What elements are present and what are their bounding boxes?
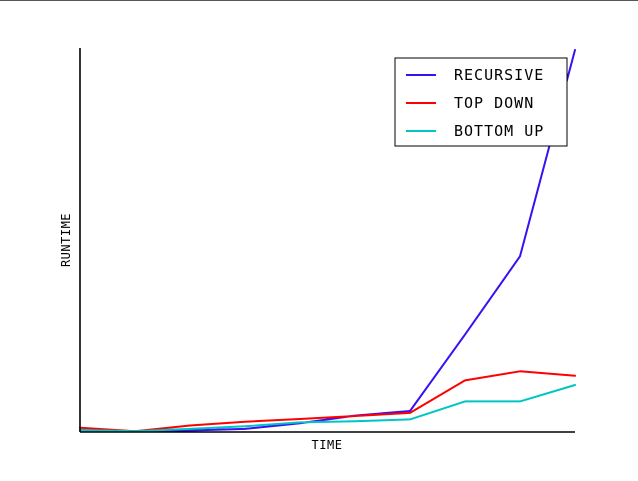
plot-lines: [79, 49, 576, 433]
series-line-bottom-up: [79, 384, 576, 433]
legend-label-recursive: RECURSIVE: [454, 66, 544, 84]
legend-items: RECURSIVE TOP DOWN BOTTOM UP: [406, 66, 544, 140]
window-top-border: [0, 0, 638, 1]
legend-label-top-down: TOP DOWN: [454, 94, 534, 112]
y-axis-label: RUNTIME: [59, 213, 73, 267]
legend: RECURSIVE TOP DOWN BOTTOM UP: [394, 57, 568, 147]
series-line-top-down: [79, 370, 576, 433]
x-axis-label: TIME: [312, 438, 343, 452]
legend-label-bottom-up: BOTTOM UP: [454, 122, 544, 140]
